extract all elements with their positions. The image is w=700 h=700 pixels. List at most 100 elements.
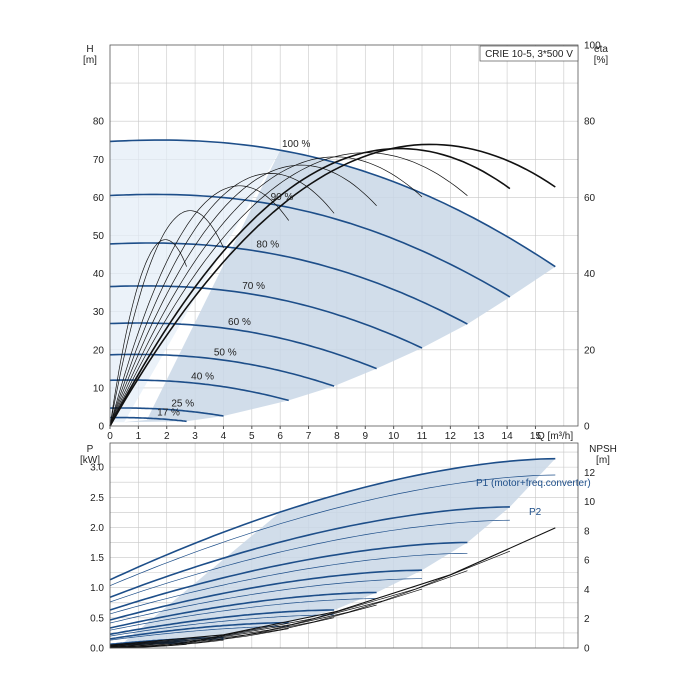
x-tick-label: 2 <box>164 431 170 442</box>
efficiency-curve <box>109 164 377 427</box>
y-tick-label: 0 <box>98 422 104 433</box>
head-y-ticks: 0 10 20 30 40 50 60 70 80 <box>93 117 105 433</box>
head-frame <box>109 44 579 427</box>
x-tick-label: 11 <box>417 431 428 442</box>
y2-tick-label: 100 <box>584 41 601 52</box>
series-label-p2: P2 <box>529 507 542 518</box>
efficiency-curve <box>109 173 335 427</box>
y-tick-label: 10 <box>93 383 105 394</box>
npsh-tick-label: 12 <box>584 468 596 479</box>
head-curve <box>109 139 556 268</box>
power-curve <box>109 474 556 587</box>
npsh-tick-label: 10 <box>584 497 596 508</box>
x-tick-label: 15 <box>530 431 542 442</box>
head-curve <box>110 407 224 417</box>
y-axis-label: H [m] <box>83 44 97 66</box>
x-tick-label: 12 <box>445 431 457 442</box>
x-axis-label: Q [m³/h] <box>537 431 573 442</box>
head-x-ticks: 0 1 2 3 4 5 6 7 8 9 10 11 12 13 14 15 <box>107 426 541 442</box>
npsh-axis-label: NPSH [m] <box>589 444 617 466</box>
power-curve <box>109 569 423 621</box>
x-tick-label: 9 <box>362 431 368 442</box>
head-curve <box>109 353 335 387</box>
npsh-tick-label: 6 <box>584 556 590 567</box>
x-tick-label: 13 <box>473 431 485 442</box>
power-tick-label: 3.0 <box>90 463 104 474</box>
head-curve <box>110 416 187 423</box>
npsh-curve <box>109 570 468 647</box>
speed-label: 80 % <box>256 239 279 250</box>
power-panel: 0.0 0.5 1.0 1.5 2.0 2.5 3.0 0 2 4 6 8 10 12 P [kW] NP… <box>80 442 617 655</box>
efficiency-curves <box>109 143 556 427</box>
power-curves <box>109 457 556 647</box>
y-tick-label: 30 <box>93 307 105 318</box>
power-tick-label: 0.5 <box>90 613 104 624</box>
x-tick-label: 0 <box>107 431 113 442</box>
power-curve <box>109 598 377 631</box>
power-y-ticks: 0.0 0.5 1.0 1.5 2.0 2.5 3.0 <box>90 463 104 655</box>
x-tick-label: 6 <box>277 431 283 442</box>
head-curve <box>109 322 377 370</box>
x-tick-label: 10 <box>388 431 400 442</box>
efficiency-curve <box>109 152 468 427</box>
power-curve <box>109 519 510 603</box>
npsh-curve <box>109 527 556 646</box>
power-frame <box>109 442 579 649</box>
y-tick-label: 50 <box>93 231 105 242</box>
power-curve <box>109 506 510 598</box>
power-axis-label: P [kW] <box>80 444 100 466</box>
x-tick-label: 5 <box>249 431 255 442</box>
x-tick-label: 4 <box>221 431 227 442</box>
speed-label: 100 % <box>282 139 310 150</box>
power-curve <box>109 614 335 637</box>
x-tick-label: 8 <box>334 431 340 442</box>
npsh-curves <box>109 527 556 649</box>
y2-tick-label: 60 <box>584 193 596 204</box>
speed-label: 25 % <box>171 398 194 409</box>
npsh-tick-label: 4 <box>584 585 590 596</box>
x-tick-label: 14 <box>502 431 514 442</box>
npsh-curve <box>109 617 335 648</box>
npsh-tick-label: 0 <box>584 644 590 655</box>
efficiency-curve <box>109 185 289 427</box>
y-tick-label: 80 <box>93 117 105 128</box>
y-tick-label: 40 <box>93 269 105 280</box>
x-tick-label: 3 <box>192 431 198 442</box>
series-label-p1: P1 (motor+freq.converter) <box>476 478 591 489</box>
efficiency-curve <box>109 156 423 427</box>
title-box <box>479 45 579 62</box>
power-curve <box>109 609 335 636</box>
y2-tick-label: 20 <box>584 345 596 356</box>
power-curve <box>109 591 377 629</box>
npsh-y-ticks: 0 2 4 6 8 10 12 <box>584 468 596 655</box>
speed-label: 70 % <box>242 281 265 292</box>
efficiency-curve <box>109 147 511 427</box>
y2-tick-label: 0 <box>584 422 590 433</box>
power-curve <box>109 552 468 615</box>
head-curve <box>109 285 423 349</box>
y-tick-label: 20 <box>93 345 105 356</box>
npsh-curve <box>109 588 423 647</box>
speed-labels: 100 % 90 % 80 % 70 % 60 % 50 % 40 % 25 %17 % <box>157 139 310 418</box>
power-tick-label: 1.5 <box>90 553 104 564</box>
head-curve <box>109 242 468 325</box>
power-curve <box>109 621 289 640</box>
power-curve <box>109 578 422 624</box>
npsh-curve <box>109 628 289 648</box>
y2-tick-label: 80 <box>584 117 596 128</box>
operating-area <box>124 150 556 423</box>
y-tick-label: 60 <box>93 193 105 204</box>
power-tick-label: 2.0 <box>90 523 104 534</box>
efficiency-curve <box>109 210 224 427</box>
y-tick-label: 70 <box>93 155 105 166</box>
y2-axis-label: eta [%] <box>594 44 609 66</box>
power-area <box>118 458 556 647</box>
power-tick-label: 1.0 <box>90 583 104 594</box>
head-curve <box>109 193 511 298</box>
power-tick-label: 0.0 <box>90 644 104 655</box>
y2-tick-label: 40 <box>584 269 596 280</box>
speed-label: 40 % <box>191 371 214 382</box>
eta-y-ticks: 0 20 40 60 80 100 <box>584 41 601 433</box>
npsh-tick-label: 2 <box>584 614 590 625</box>
speed-label: 17 % <box>157 407 180 418</box>
